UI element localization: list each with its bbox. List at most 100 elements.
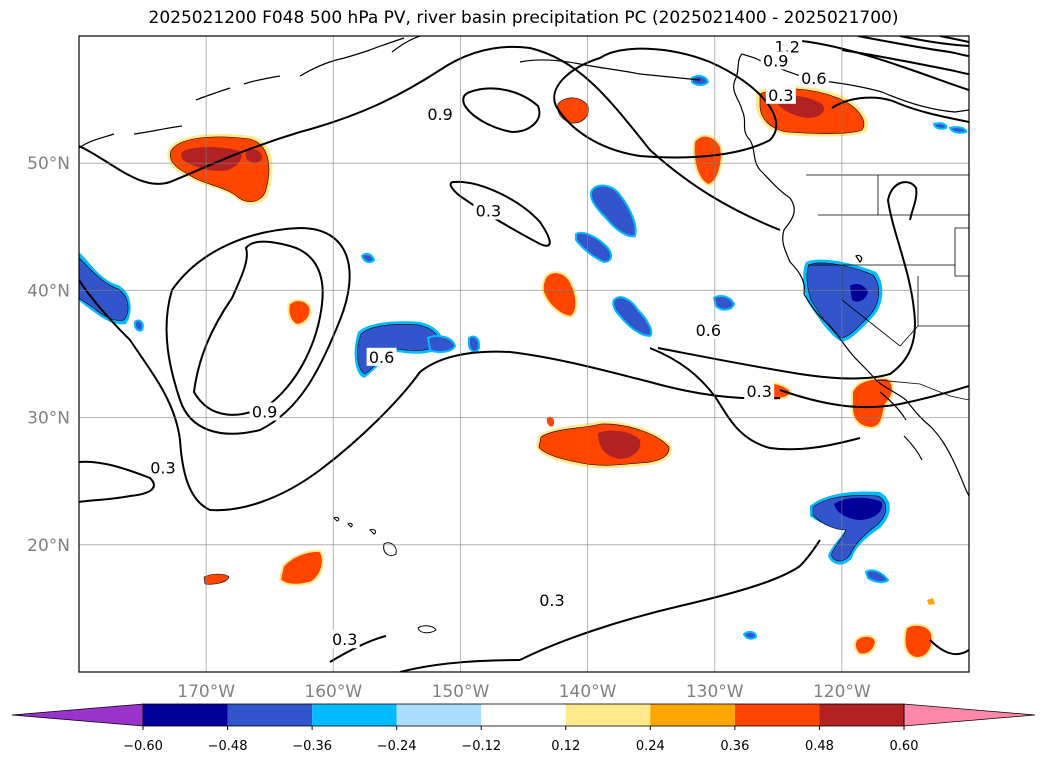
precip-negative-blob: [612, 296, 653, 338]
colorbar-tick-label: −0.24: [377, 739, 417, 754]
colorbar: [11, 703, 1036, 727]
pv-contour: [649, 347, 861, 451]
precip-positive-blob: [903, 623, 934, 660]
colorbar-tick-label: −0.48: [208, 739, 248, 754]
precip-negative-blob: [426, 335, 457, 354]
aleutian-coast: [79, 75, 281, 149]
hawaiian-islands: [333, 516, 437, 634]
precip-positive-blob: [541, 271, 578, 319]
pv-contour: [79, 460, 155, 503]
colorbar-tick-label: −0.60: [123, 739, 163, 754]
map-panel: 1.20.90.60.30.90.30.60.30.60.90.30.30.3: [79, 36, 969, 672]
precip-negative-blob: [712, 295, 736, 311]
colorbar-segment: [396, 704, 482, 726]
gulf-islands: [855, 254, 863, 263]
lon-tick-label: 120°W: [813, 682, 871, 702]
hawaii-island: [383, 542, 397, 557]
pv-contour: [791, 39, 969, 91]
johnston-atoll: [417, 625, 437, 634]
contour-label-bg: [760, 51, 791, 70]
contour-label-bg: [798, 69, 829, 88]
colorbar-tick-label: −0.12: [461, 739, 501, 754]
pv-contour: [899, 36, 969, 47]
colorbar-segment: [143, 704, 228, 726]
mexico-border: [877, 379, 969, 401]
pv-contour: [79, 45, 781, 231]
precip-negative-blob: [133, 319, 144, 332]
alaska-coast: [299, 36, 701, 81]
pv-contour: [779, 385, 969, 409]
lat-tick-label: 20°N: [27, 536, 70, 556]
colorbar-tick-label: 0.60: [890, 739, 919, 754]
contour-label: 0.6: [696, 321, 721, 340]
lat-tick-label: 30°N: [27, 409, 70, 429]
lat-tick-label: 50°N: [27, 154, 70, 174]
colorbar-segment: [481, 704, 566, 726]
precip-positive-blob: [927, 598, 935, 605]
contour-label: 0.3: [768, 86, 793, 105]
contour-label-bg: [147, 458, 178, 477]
contour-label: 0.6: [369, 348, 394, 367]
colorbar-extend-low: [11, 703, 144, 727]
colorbar-tick-label: 0.12: [551, 739, 580, 754]
colorbar-extend-high: [903, 703, 1036, 727]
pv-contour: [657, 181, 918, 380]
contour-label: 0.3: [539, 591, 564, 610]
precip-negative-blob: [360, 252, 376, 264]
precip-negative-blob: [932, 122, 948, 130]
latitude-labels: 20°N 30°N 40°N 50°N: [27, 154, 70, 556]
pv-contour: [519, 539, 821, 661]
contour-label-bg: [693, 321, 724, 340]
oahu-island: [347, 522, 353, 528]
contour-label: 0.3: [476, 202, 501, 221]
contour-label-bg: [366, 347, 397, 366]
precip-positive-blob: [854, 634, 878, 656]
state-border: [954, 265, 969, 277]
precip-positive-blob: [557, 97, 589, 124]
precip-positive-blob: [203, 573, 230, 585]
lat-tick-label: 40°N: [27, 281, 70, 301]
colorbar-tick-label: 0.24: [636, 739, 665, 754]
precip-negative-blob: [742, 630, 758, 640]
lon-tick-label: 140°W: [559, 682, 617, 702]
pv-contour: [841, 49, 969, 75]
colorbar-segment: [650, 704, 735, 726]
colorbar-segment: [312, 704, 397, 726]
precip-positive-core: [181, 147, 242, 171]
contour-label-bg: [772, 37, 803, 56]
contour-label-bg: [536, 590, 567, 609]
contour-label: 0.3: [150, 458, 175, 477]
chart-title: 2025021200 F048 500 hPa PV, river basin …: [148, 8, 899, 28]
colorbar-tick-label: −0.36: [292, 739, 332, 754]
colorbar-segment: [565, 704, 651, 726]
pv-contour: [929, 639, 969, 656]
lon-tick-label: 170°W: [177, 682, 235, 702]
pv-contour: [79, 279, 781, 512]
pv-contour: [462, 87, 541, 134]
precip-negative-blob: [79, 257, 129, 321]
colorbar-segment: [227, 704, 313, 726]
contour-label-bg: [249, 402, 280, 421]
contour-label-bg: [329, 630, 360, 649]
precip-negative-blob: [575, 231, 612, 264]
gridlines: [79, 36, 969, 672]
pv-contour: [831, 96, 969, 123]
colorbar-tick-label: 0.48: [805, 739, 834, 754]
colorbar-outline: [142, 703, 905, 727]
contour-label-bg: [473, 201, 504, 220]
state-border: [808, 227, 969, 266]
pv-contour: [857, 36, 969, 57]
lon-tick-label: 160°W: [304, 682, 362, 702]
contour-label: 0.9: [763, 51, 788, 70]
map-frame: [78, 35, 970, 673]
contour-label: 0.3: [332, 630, 357, 649]
contour-label: 0.9: [427, 105, 452, 124]
contour-label: 0.9: [252, 403, 277, 422]
longitude-labels: 170°W 160°W 150°W 140°W 130°W 120°W: [177, 682, 871, 702]
lon-tick-label: 130°W: [686, 682, 744, 702]
contour-label-bg: [425, 104, 456, 123]
pv-contour: [449, 180, 551, 247]
maui-island: [369, 529, 377, 535]
colorbar-tick-label: 0.36: [720, 739, 749, 754]
